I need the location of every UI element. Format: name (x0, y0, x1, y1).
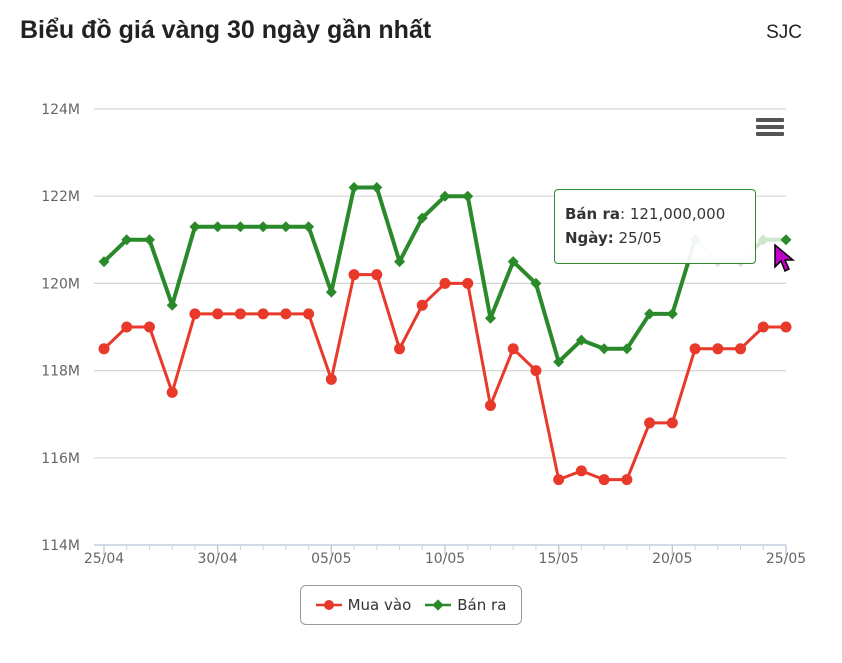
data-point[interactable] (462, 277, 474, 289)
data-point[interactable] (666, 308, 678, 320)
data-point[interactable] (462, 190, 474, 202)
data-point[interactable] (234, 221, 246, 233)
hamburger-menu-icon[interactable] (756, 115, 784, 139)
x-tick-label: 10/05 (425, 551, 465, 567)
tooltip-date-value: 25/05 (618, 229, 662, 247)
data-point[interactable] (439, 277, 451, 289)
y-tick-label: 114M (41, 538, 80, 554)
data-point[interactable] (257, 308, 269, 320)
data-point[interactable] (189, 221, 201, 233)
legend: Mua vào Bán ra (300, 585, 522, 625)
data-point[interactable] (394, 256, 406, 268)
data-point[interactable] (280, 308, 292, 320)
data-point[interactable] (348, 269, 360, 281)
data-point[interactable] (598, 474, 610, 486)
source-label: SJC (766, 22, 802, 43)
data-point[interactable] (575, 465, 587, 477)
legend-item-mua-vao[interactable]: Mua vào (315, 596, 412, 614)
legend-item-ban-ra[interactable]: Bán ra (425, 596, 506, 614)
data-point[interactable] (212, 308, 224, 320)
data-point[interactable] (598, 343, 610, 355)
data-point[interactable] (371, 181, 383, 193)
grid-lines (94, 108, 786, 546)
data-point[interactable] (166, 299, 178, 311)
y-axis-ticks: 114M 116M 118M 120M 122M 124M (41, 102, 80, 554)
data-point[interactable] (257, 221, 269, 233)
data-point[interactable] (484, 312, 496, 324)
mouse-cursor-icon (774, 243, 795, 273)
data-point[interactable] (394, 343, 406, 355)
data-point[interactable] (121, 321, 133, 333)
data-point[interactable] (416, 299, 428, 311)
data-point[interactable] (325, 373, 337, 385)
data-point[interactable] (98, 256, 110, 268)
y-tick-label: 118M (41, 364, 80, 380)
data-point[interactable] (371, 269, 383, 281)
data-point[interactable] (507, 343, 519, 355)
y-tick-label: 124M (41, 102, 80, 118)
series-line (102, 273, 786, 482)
data-point[interactable] (757, 234, 769, 246)
series-0 (98, 269, 792, 486)
data-point[interactable] (666, 417, 678, 429)
data-point[interactable] (621, 343, 633, 355)
data-point[interactable] (735, 343, 747, 355)
data-point[interactable] (189, 308, 201, 320)
legend-label-mua-vao: Mua vào (347, 596, 412, 614)
y-tick-label: 120M (41, 276, 80, 292)
legend-mua-vao-icon (315, 600, 342, 610)
tooltip-date-label: Ngày: (565, 229, 614, 247)
y-tick-label: 116M (41, 451, 80, 467)
data-point[interactable] (575, 334, 587, 346)
data-point[interactable] (621, 474, 633, 486)
data-point[interactable] (780, 321, 792, 333)
data-point[interactable] (98, 343, 110, 355)
x-tick-label: 25/04 (84, 551, 124, 567)
legend-label-ban-ra: Bán ra (457, 596, 507, 614)
x-tick-label: 25/05 (766, 551, 806, 567)
data-point[interactable] (530, 277, 542, 289)
data-point[interactable] (553, 474, 565, 486)
data-point[interactable] (166, 386, 178, 398)
data-point[interactable] (143, 234, 155, 246)
data-point[interactable] (280, 221, 292, 233)
x-tick-label: 05/05 (311, 551, 351, 567)
data-point[interactable] (212, 221, 224, 233)
data-point[interactable] (143, 321, 155, 333)
chart-title: Biểu đồ giá vàng 30 ngày gần nhất (20, 16, 432, 44)
legend-ban-ra-icon (425, 599, 452, 611)
data-point[interactable] (553, 356, 565, 368)
data-point[interactable] (234, 308, 246, 320)
data-point[interactable] (712, 343, 724, 355)
x-tick-label: 30/04 (197, 551, 237, 567)
data-point[interactable] (439, 190, 451, 202)
y-tick-label: 122M (41, 189, 80, 205)
data-point[interactable] (757, 321, 769, 333)
data-point[interactable] (484, 399, 496, 411)
data-point[interactable] (121, 234, 133, 246)
data-point[interactable] (303, 308, 315, 320)
data-point[interactable] (644, 308, 656, 320)
data-point[interactable] (507, 256, 519, 268)
chart-tooltip: Bán ra: 121,000,000 Ngày: 25/05 (554, 189, 756, 264)
data-point[interactable] (303, 221, 315, 233)
x-axis: 25/04 30/04 05/05 10/05 15/05 20/05 25/05 (84, 544, 806, 567)
data-point[interactable] (689, 343, 701, 355)
tooltip-series-label: Bán ra (565, 205, 620, 223)
x-tick-label: 15/05 (538, 551, 578, 567)
data-point[interactable] (348, 181, 360, 193)
data-point[interactable] (530, 365, 542, 377)
data-point[interactable] (416, 212, 428, 224)
data-point[interactable] (325, 286, 337, 298)
data-point[interactable] (780, 234, 792, 246)
x-tick-label: 20/05 (652, 551, 692, 567)
data-point[interactable] (644, 417, 656, 429)
tooltip-value: 121,000,000 (629, 205, 726, 223)
